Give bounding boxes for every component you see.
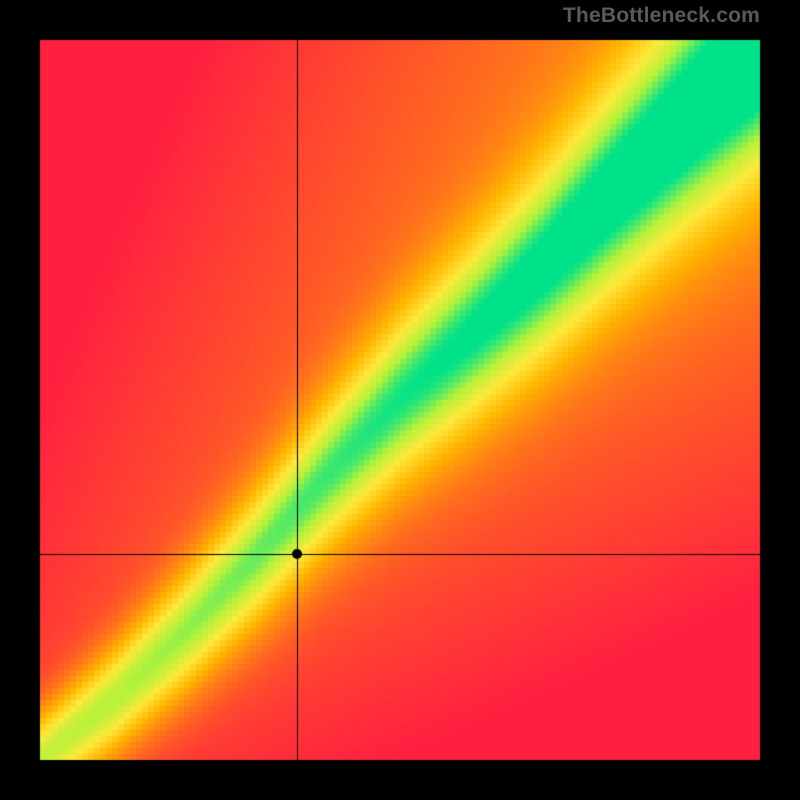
- watermark-text: TheBottleneck.com: [563, 4, 760, 28]
- bottleneck-heatmap: [0, 0, 800, 800]
- chart-frame: TheBottleneck.com: [0, 0, 800, 800]
